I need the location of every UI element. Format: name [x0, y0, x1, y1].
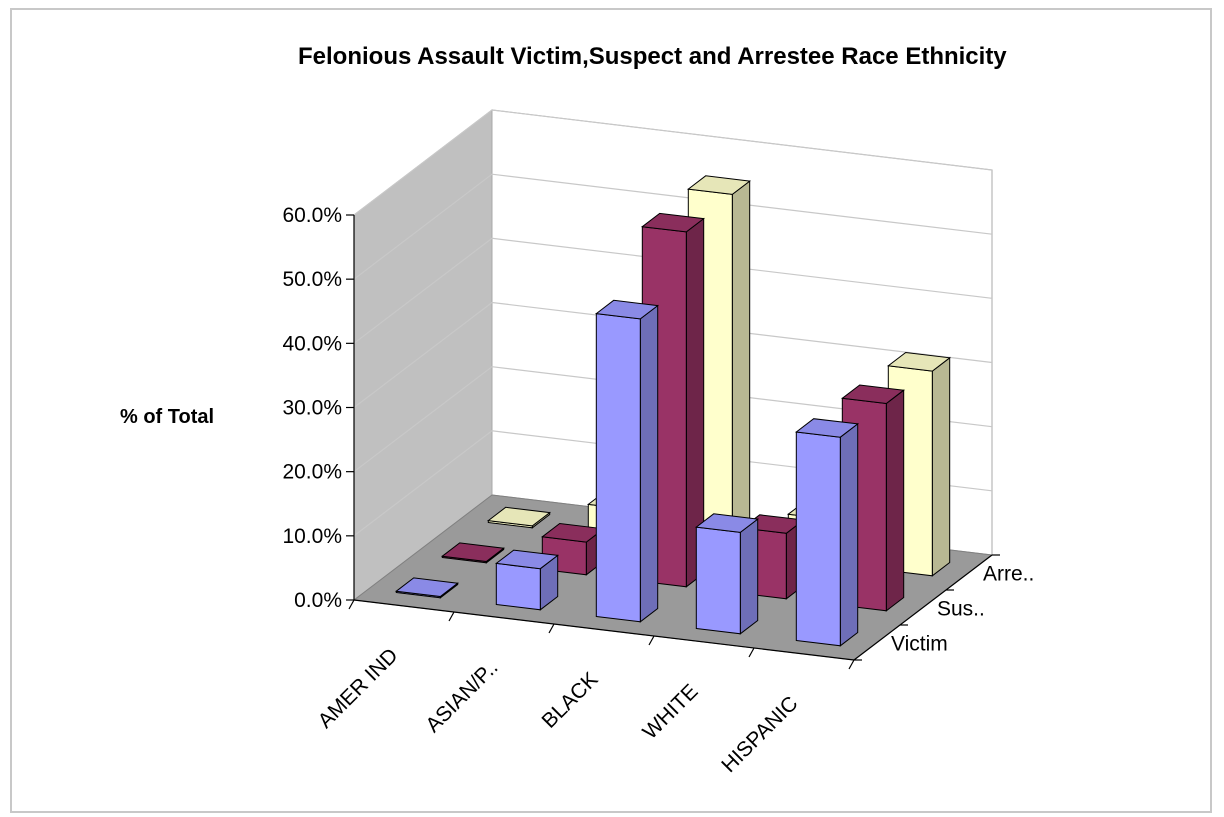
depth-axis-line	[853, 554, 993, 661]
bar-side-face	[839, 422, 859, 647]
y-tick-label: 50.0%	[282, 268, 342, 291]
bar-side-face	[731, 180, 751, 553]
bar-top-face	[495, 549, 559, 570]
x-tick-mark	[648, 635, 655, 646]
bar-top-face	[487, 506, 551, 527]
x-tick-mark	[448, 611, 455, 622]
chart-title: Felonious Assault Victim,Suspect and Arr…	[298, 43, 1007, 70]
series-label: Sus..	[937, 598, 985, 621]
bar-top-face	[595, 299, 659, 320]
x-tick-mark	[748, 647, 755, 658]
x-tick-mark	[348, 599, 355, 610]
axes	[346, 214, 1000, 670]
bar-top-face	[687, 175, 751, 195]
bar-front-face	[495, 562, 541, 611]
gridline	[353, 237, 993, 344]
gridlines	[353, 109, 993, 537]
x-tick-mark	[848, 659, 855, 670]
bar-victim-asianp	[495, 549, 559, 611]
y-axis-label: % of Total	[120, 406, 214, 428]
bar-victim-white	[695, 513, 759, 635]
bar-victim-amerind	[395, 577, 459, 599]
bar-front-face	[795, 431, 841, 647]
bar-top-face	[641, 212, 705, 233]
bar-sus-amerind	[441, 542, 505, 564]
bar-top-face	[795, 418, 859, 438]
x-tick-mark	[548, 623, 555, 634]
bar-side-face	[639, 304, 659, 623]
series-label: Victim	[891, 633, 948, 656]
bar-victim-black	[595, 299, 659, 623]
y-tick-label: 60.0%	[282, 204, 342, 227]
bar-victim-hispanic	[795, 418, 859, 647]
bar-front-face	[695, 526, 741, 635]
gridline	[353, 301, 993, 408]
x-tick-label: ASIAN/P..	[421, 656, 502, 737]
x-axis-line	[353, 599, 855, 661]
y-tick-label: 40.0%	[282, 332, 342, 355]
x-tick-label: AMER IND	[314, 644, 403, 733]
gridline	[353, 109, 993, 216]
bar-top-face	[441, 542, 505, 563]
bar-top-face	[887, 351, 951, 372]
gridline	[353, 173, 993, 280]
chart-svg: Felonious Assault Victim,Suspect and Arr…	[120, 43, 1034, 777]
bar-top-face	[841, 384, 905, 405]
bar-side-face	[739, 518, 759, 635]
x-tick-label: HISPANIC	[717, 692, 802, 777]
bar-side-face	[931, 356, 951, 577]
gridline	[353, 366, 993, 473]
bar-top-face	[695, 513, 759, 533]
y-tick-label: 20.0%	[282, 461, 342, 484]
x-tick-label: BLACK	[538, 668, 603, 733]
chart-frame: Felonious Assault Victim,Suspect and Arr…	[10, 8, 1212, 813]
y-tick-label: 30.0%	[282, 397, 342, 420]
bars	[395, 175, 951, 647]
x-tick-label: WHITE	[638, 680, 702, 744]
y-tick-label: 0.0%	[294, 589, 342, 612]
bar-top-face	[395, 577, 459, 598]
bar-side-face	[885, 389, 905, 612]
y-tick-label: 10.0%	[282, 525, 342, 548]
bar-front-face	[595, 313, 641, 623]
bar-arre-amerind	[487, 506, 551, 529]
series-label: Arre..	[983, 563, 1034, 586]
